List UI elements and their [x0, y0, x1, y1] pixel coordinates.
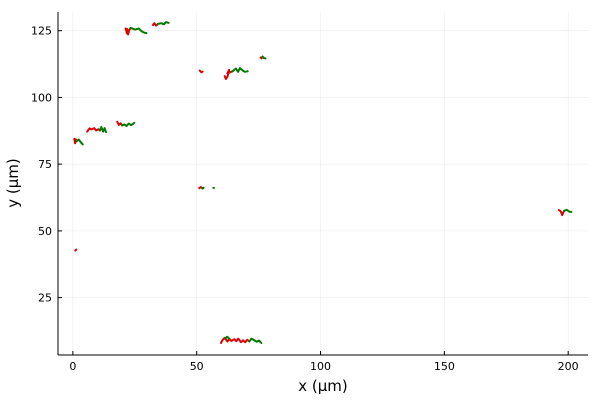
track-segment-19: [558, 209, 565, 217]
y-axis-label: y (µm): [4, 158, 22, 208]
y-tick-label-3: 100: [31, 91, 52, 104]
track-segment-20: [563, 208, 573, 213]
y-tick-label-0: 25: [38, 292, 52, 305]
track-segment-16: [201, 186, 205, 190]
track-segment-23: [224, 335, 231, 340]
track-segment-3: [156, 21, 170, 26]
track-segment-5: [223, 68, 234, 80]
track-segment-18: [74, 248, 78, 252]
track-segment-11: [86, 127, 101, 133]
y-tick-label-2: 75: [38, 158, 52, 171]
x-axis-label: x (µm): [298, 377, 348, 395]
track-segment-13: [116, 120, 124, 127]
axes: [57, 12, 588, 356]
track-segment-8: [261, 55, 267, 60]
track-segment-4: [198, 69, 204, 74]
x-tick-label-3: 150: [434, 360, 455, 373]
y-tick-label-4: 125: [31, 25, 52, 38]
ticks: 0 50 100 150 200 25 50 75 100 125: [31, 25, 579, 373]
x-tick-label-1: 50: [190, 360, 204, 373]
track-segment-12: [98, 126, 107, 134]
track-segment-14: [121, 121, 136, 127]
x-tick-label-2: 100: [310, 360, 331, 373]
x-tick-label-0: 0: [69, 360, 76, 373]
series-layer: [73, 21, 573, 344]
track-segment-22: [248, 337, 263, 344]
track-segment-1: [129, 27, 148, 35]
y-tick-label-1: 50: [38, 225, 52, 238]
grid: [58, 12, 588, 355]
track-segment-0: [124, 27, 132, 36]
track-segment-10: [75, 138, 84, 146]
track-segment-6: [231, 67, 249, 73]
track-segment-2: [151, 22, 159, 27]
track-segment-9: [73, 137, 78, 145]
x-tick-label-4: 200: [558, 360, 579, 373]
